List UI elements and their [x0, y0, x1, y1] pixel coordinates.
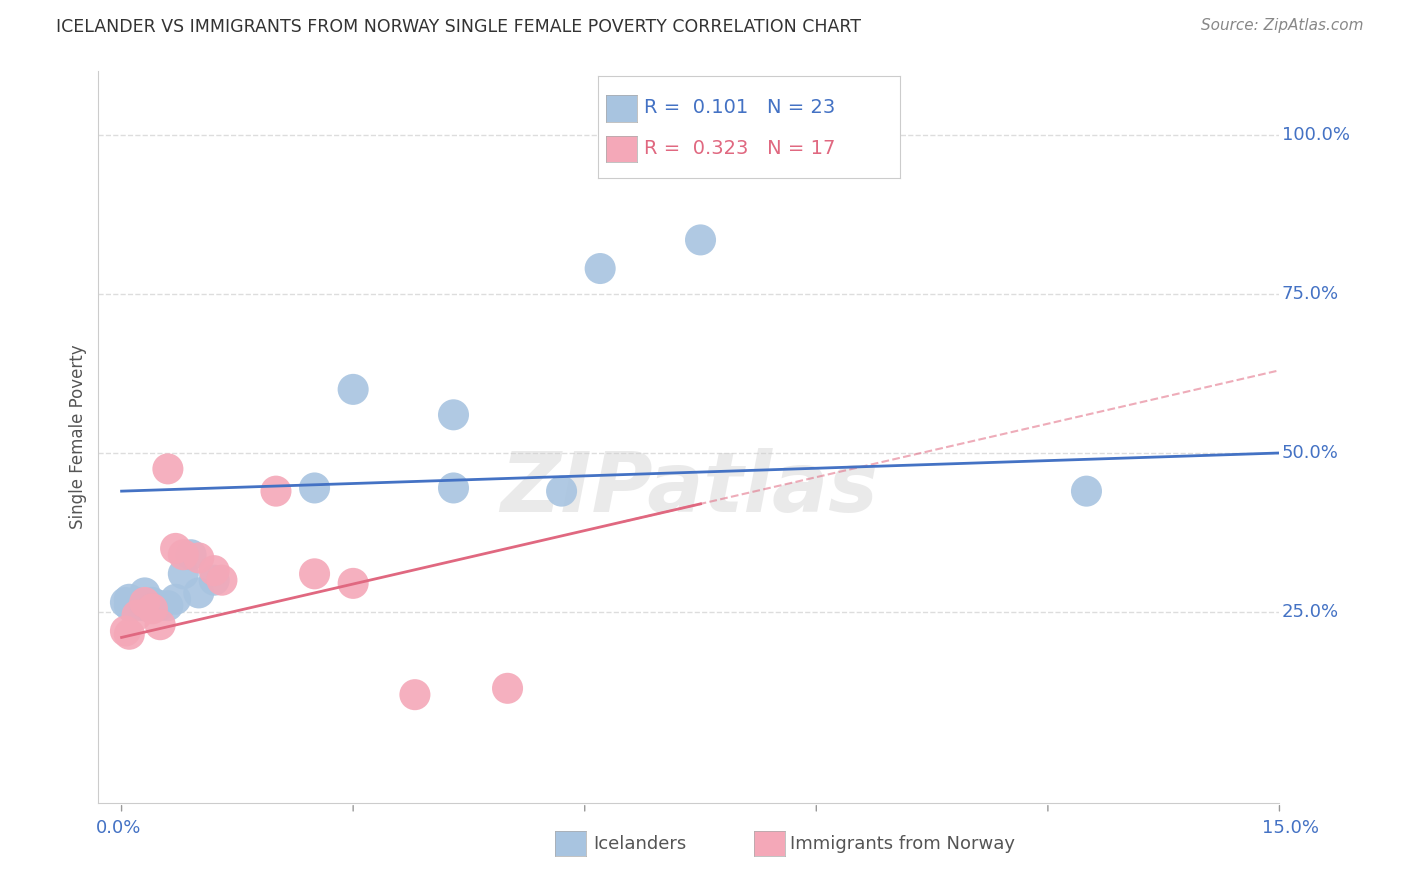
Y-axis label: Single Female Poverty: Single Female Poverty — [69, 345, 87, 529]
Point — [342, 576, 364, 591]
Text: 0.0%: 0.0% — [96, 819, 141, 837]
Point — [172, 566, 194, 581]
Point — [118, 599, 141, 613]
Point — [134, 595, 156, 609]
Text: R =  0.101   N = 23: R = 0.101 N = 23 — [644, 98, 835, 118]
Text: 25.0%: 25.0% — [1282, 603, 1339, 621]
Point — [443, 408, 465, 422]
Point — [211, 573, 233, 587]
Text: 15.0%: 15.0% — [1261, 819, 1319, 837]
Point — [202, 564, 225, 578]
Point — [187, 550, 209, 565]
Point — [550, 484, 572, 499]
Point — [125, 599, 148, 613]
Text: 75.0%: 75.0% — [1282, 285, 1339, 303]
Point — [264, 484, 287, 499]
Point — [134, 586, 156, 600]
Text: Icelanders: Icelanders — [593, 835, 686, 853]
Point — [443, 481, 465, 495]
Point — [404, 688, 426, 702]
Point — [141, 595, 163, 609]
Point — [149, 599, 172, 613]
Point — [134, 599, 156, 613]
Point — [165, 592, 187, 607]
Point — [149, 617, 172, 632]
Point — [1076, 484, 1098, 499]
Point — [156, 462, 179, 476]
Text: R =  0.323   N = 17: R = 0.323 N = 17 — [644, 138, 835, 158]
Point — [114, 595, 136, 609]
Point — [304, 566, 326, 581]
Point — [342, 383, 364, 397]
Point — [496, 681, 519, 696]
Text: ZIPatlas: ZIPatlas — [501, 448, 877, 529]
Point — [689, 233, 711, 247]
Point — [304, 481, 326, 495]
Text: 50.0%: 50.0% — [1282, 444, 1339, 462]
Point — [187, 586, 209, 600]
Point — [118, 592, 141, 607]
Point — [114, 624, 136, 638]
Point — [202, 573, 225, 587]
Text: 100.0%: 100.0% — [1282, 126, 1350, 144]
Point — [125, 608, 148, 623]
Text: ICELANDER VS IMMIGRANTS FROM NORWAY SINGLE FEMALE POVERTY CORRELATION CHART: ICELANDER VS IMMIGRANTS FROM NORWAY SING… — [56, 18, 862, 36]
Point — [589, 261, 612, 276]
Point — [125, 595, 148, 609]
Text: Immigrants from Norway: Immigrants from Norway — [790, 835, 1015, 853]
Point — [165, 541, 187, 556]
Point — [172, 548, 194, 562]
Point — [118, 627, 141, 641]
Point — [156, 599, 179, 613]
Point — [141, 602, 163, 616]
Point — [180, 548, 202, 562]
Text: Source: ZipAtlas.com: Source: ZipAtlas.com — [1201, 18, 1364, 33]
